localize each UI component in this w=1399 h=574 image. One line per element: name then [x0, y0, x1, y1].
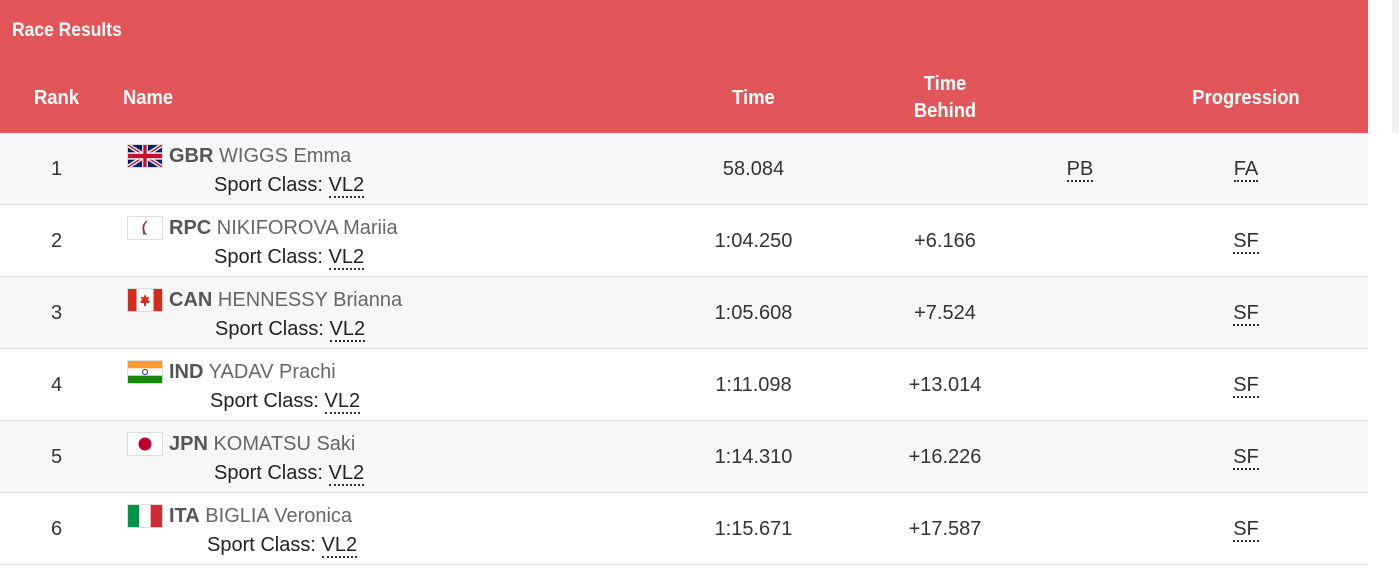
- noc-code: JPN: [169, 433, 208, 455]
- time-behind-line1: Time: [923, 73, 967, 95]
- noc-code: IND: [169, 361, 204, 383]
- progression-cell[interactable]: SF: [1176, 229, 1316, 254]
- record-cell[interactable]: PB: [1040, 157, 1120, 182]
- progression-cell[interactable]: FA: [1176, 157, 1316, 182]
- time-cell: 1:04.250: [714, 230, 793, 252]
- time-cell: 1:05.608: [714, 302, 793, 324]
- can-flag-icon: [127, 288, 163, 312]
- sport-class-value[interactable]: VL2: [321, 534, 358, 558]
- sport-class-value[interactable]: VL2: [328, 174, 365, 198]
- progression-cell[interactable]: SF: [1176, 445, 1316, 470]
- sport-class: Sport Class: VL2: [214, 173, 365, 198]
- noc-code: GBR: [169, 145, 214, 167]
- progression-abbr[interactable]: SF: [1233, 302, 1259, 326]
- time-behind-cell: +17.587: [908, 518, 982, 540]
- rank-cell: 3: [50, 302, 63, 324]
- column-header-time-behind: Time Behind: [890, 71, 1000, 125]
- time-cell: 1:14.310: [714, 446, 793, 468]
- sport-class: Sport Class: VL2: [215, 317, 366, 342]
- sport-class-value[interactable]: VL2: [324, 390, 361, 414]
- results-header: Race Results Rank Name Time Time Behind …: [0, 0, 1368, 133]
- time-cell: 1:15.671: [714, 518, 793, 540]
- scrollbar[interactable]: [1392, 0, 1399, 133]
- rpc-flag-icon: [127, 216, 163, 240]
- athlete-link[interactable]: IND YADAV Prachi: [169, 360, 336, 384]
- gbr-flag-icon: [127, 144, 163, 168]
- athlete-name: KOMATSU Saki: [213, 433, 356, 455]
- progression-cell[interactable]: SF: [1176, 301, 1316, 326]
- athlete-link[interactable]: JPN KOMATSU Saki: [169, 432, 355, 456]
- noc-code: ITA: [169, 505, 200, 527]
- time-behind-cell: +6.166: [914, 230, 976, 252]
- table-row: 3 CAN HENNESSY Brianna Sport Class: VL2 …: [0, 277, 1368, 349]
- progression-abbr[interactable]: FA: [1233, 158, 1259, 182]
- rank-cell: 2: [50, 230, 63, 252]
- sport-class-label: Sport Class:: [215, 318, 324, 340]
- rank-cell: 6: [50, 518, 63, 540]
- rank-cell: 1: [50, 158, 63, 180]
- table-row: 5 JPN KOMATSU Saki Sport Class: VL2 1:14…: [0, 421, 1368, 493]
- athlete-name: HENNESSY Brianna: [217, 289, 403, 311]
- sport-class-label: Sport Class:: [210, 390, 319, 412]
- sport-class-label: Sport Class:: [214, 462, 323, 484]
- column-header-rank: Rank: [34, 87, 79, 109]
- rank-cell: 4: [50, 374, 63, 396]
- athlete-name: YADAV Prachi: [208, 361, 336, 383]
- sport-class-value[interactable]: VL2: [329, 318, 366, 342]
- athlete-link[interactable]: CAN HENNESSY Brianna: [169, 288, 402, 312]
- ita-flag-icon: [127, 504, 163, 528]
- panel-title: Race Results: [12, 20, 122, 41]
- progression-abbr[interactable]: SF: [1233, 374, 1259, 398]
- table-row: 6 ITA BIGLIA Veronica Sport Class: VL2 1…: [0, 493, 1368, 565]
- progression-abbr[interactable]: SF: [1233, 446, 1259, 470]
- sport-class: Sport Class: VL2: [210, 389, 361, 414]
- rank-cell: 5: [50, 446, 63, 468]
- athlete-name: BIGLIA Veronica: [205, 505, 353, 527]
- progression-cell[interactable]: SF: [1176, 373, 1316, 398]
- athlete-name: WIGGS Emma: [219, 145, 352, 167]
- jpn-flag-icon: [127, 432, 163, 456]
- record-abbr[interactable]: PB: [1066, 158, 1094, 182]
- athlete-link[interactable]: RPC NIKIFOROVA Mariia: [169, 216, 398, 240]
- sport-class: Sport Class: VL2: [214, 461, 365, 486]
- time-behind-cell: +7.524: [914, 302, 976, 324]
- progression-cell[interactable]: SF: [1176, 517, 1316, 542]
- athlete-link[interactable]: ITA BIGLIA Veronica: [169, 504, 352, 528]
- column-header-name: Name: [123, 87, 174, 109]
- sport-class-label: Sport Class:: [214, 246, 323, 268]
- table-row: 4 IND YADAV Prachi Sport Class: VL2 1:11…: [0, 349, 1368, 421]
- noc-code: RPC: [169, 217, 212, 239]
- time-cell: 58.084: [722, 158, 785, 180]
- sport-class-label: Sport Class:: [214, 174, 323, 196]
- time-cell: 1:11.098: [715, 374, 792, 396]
- column-header-progression: Progression: [1192, 87, 1300, 109]
- time-behind-cell: +16.226: [908, 446, 982, 468]
- sport-class: Sport Class: VL2: [214, 245, 365, 270]
- noc-code: CAN: [169, 289, 213, 311]
- time-behind-cell: +13.014: [908, 374, 982, 396]
- time-behind-line2: Behind: [913, 100, 977, 122]
- sport-class-label: Sport Class:: [207, 534, 316, 556]
- athlete-name: NIKIFOROVA Mariia: [216, 217, 398, 239]
- race-results-panel: Race Results Rank Name Time Time Behind …: [0, 0, 1368, 565]
- table-row: 1 GBR WIGGS Emma Sport Class: VL2 58.084…: [0, 133, 1368, 205]
- sport-class-value[interactable]: VL2: [328, 462, 365, 486]
- progression-abbr[interactable]: SF: [1233, 230, 1259, 254]
- table-row: 2 RPC NIKIFOROVA Mariia Sport Class: VL2…: [0, 205, 1368, 277]
- column-header-time: Time: [732, 87, 775, 109]
- progression-abbr[interactable]: SF: [1233, 518, 1259, 542]
- sport-class-value[interactable]: VL2: [328, 246, 365, 270]
- athlete-link[interactable]: GBR WIGGS Emma: [169, 144, 351, 168]
- ind-flag-icon: [127, 360, 163, 384]
- sport-class: Sport Class: VL2: [207, 533, 358, 558]
